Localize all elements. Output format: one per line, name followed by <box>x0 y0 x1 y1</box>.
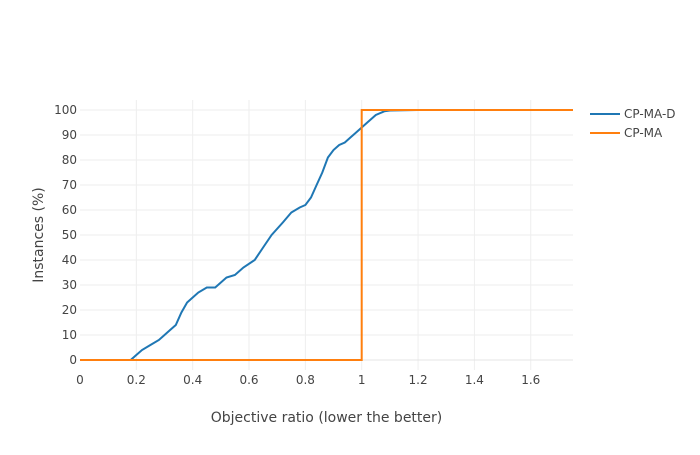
y-tick-label: 80 <box>62 153 77 167</box>
series-line-cp-ma[interactable] <box>80 109 573 361</box>
y-tick-label: 10 <box>62 328 77 342</box>
y-tick-label: 100 <box>54 103 77 117</box>
x-tick-label: 1.4 <box>465 373 484 387</box>
legend[interactable]: CP-MA-D CP-MA <box>590 107 676 140</box>
series-layer <box>80 109 573 361</box>
x-axis-title: Objective ratio (lower the better) <box>211 410 443 426</box>
y-tick-label: 0 <box>69 353 77 367</box>
y-axis-title: Instances (%) <box>31 187 47 283</box>
x-tick-label: 1 <box>358 373 366 387</box>
y-tick-label: 90 <box>62 128 77 142</box>
grid-layer <box>80 100 573 370</box>
x-tick-label: 0 <box>76 373 84 387</box>
legend-item-cp-ma-d[interactable]: CP-MA-D <box>590 107 676 121</box>
x-tick-label: 1.2 <box>409 373 428 387</box>
legend-label: CP-MA <box>624 126 663 140</box>
y-tick-label: 40 <box>62 253 77 267</box>
y-tick-label: 50 <box>62 228 77 242</box>
y-tick-label: 30 <box>62 278 77 292</box>
x-tick-label: 0.6 <box>239 373 258 387</box>
legend-item-cp-ma[interactable]: CP-MA <box>590 126 663 140</box>
series-line-cp-ma-d[interactable] <box>80 109 573 361</box>
y-tick-label: 20 <box>62 303 77 317</box>
y-tick-label: 60 <box>62 203 77 217</box>
x-tick-label: 1.6 <box>521 373 540 387</box>
x-tick-label: 0.8 <box>296 373 315 387</box>
legend-label: CP-MA-D <box>624 107 676 121</box>
x-tick-label: 0.2 <box>127 373 146 387</box>
y-tick-label: 70 <box>62 178 77 192</box>
x-tick-label: 0.4 <box>183 373 202 387</box>
axis-layer: 0 0.2 0.4 0.6 0.8 1 1.2 1.4 1.6 0 10 20 30 40 50 60 70 80… <box>54 103 540 387</box>
